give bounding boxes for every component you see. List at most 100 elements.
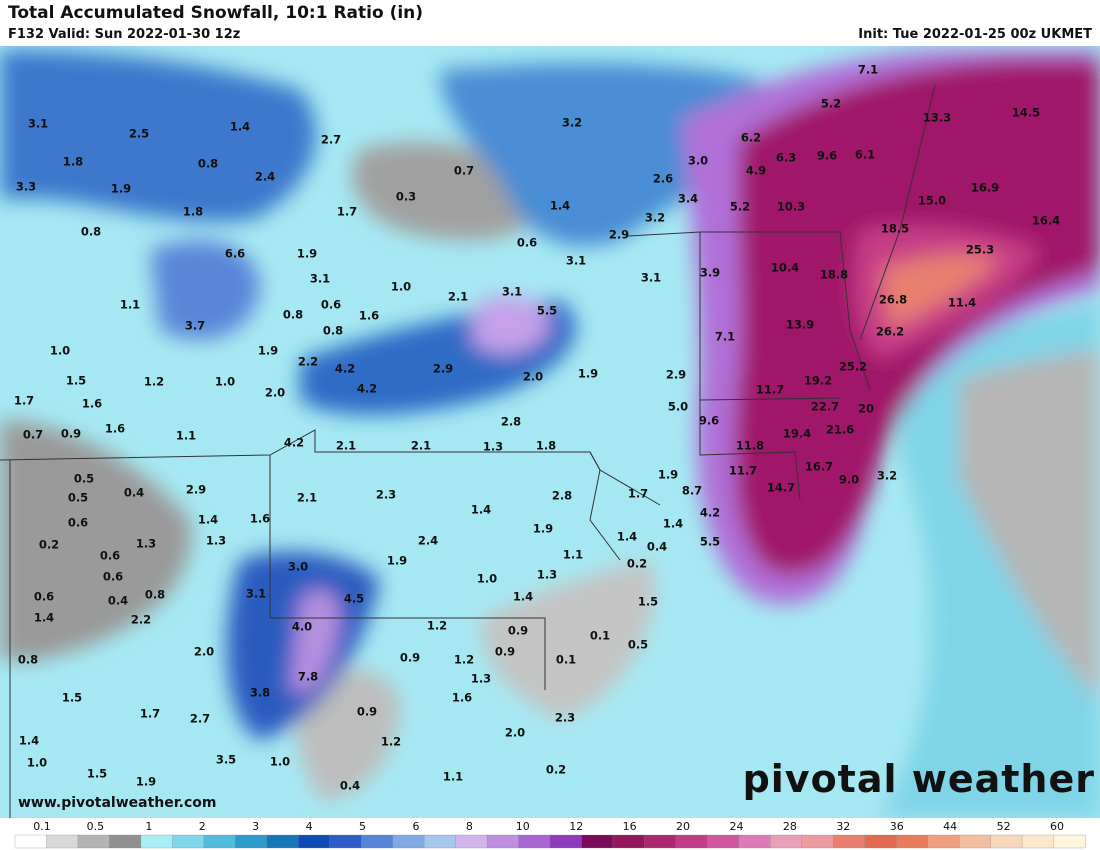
snow-label: 2.4 bbox=[255, 170, 275, 184]
snow-label: 1.3 bbox=[537, 568, 557, 582]
snow-label: 2.9 bbox=[186, 483, 206, 497]
snow-label: 1.3 bbox=[206, 534, 226, 548]
legend-label: 1 bbox=[145, 820, 152, 833]
snow-label: 2.2 bbox=[298, 355, 318, 369]
snow-label: 26.8 bbox=[879, 293, 907, 307]
snow-label: 0.6 bbox=[100, 549, 120, 563]
snow-label: 0.7 bbox=[454, 164, 474, 178]
snow-label: 3.1 bbox=[28, 117, 48, 131]
snow-label: 1.9 bbox=[136, 775, 156, 789]
snow-label: 10.3 bbox=[777, 200, 805, 214]
snow-label: 1.1 bbox=[120, 298, 140, 312]
snow-label: 19.2 bbox=[804, 374, 832, 388]
snow-label: 3.2 bbox=[562, 116, 582, 130]
snow-label: 0.4 bbox=[647, 540, 667, 554]
snow-label: 0.2 bbox=[627, 557, 647, 571]
snow-label: 3.0 bbox=[688, 154, 708, 168]
legend-swatch bbox=[1021, 834, 1055, 849]
snow-label: 4.2 bbox=[335, 362, 355, 376]
snow-label: 1.8 bbox=[536, 439, 556, 453]
snow-label: 0.8 bbox=[323, 324, 343, 338]
snow-label: 2.1 bbox=[297, 491, 317, 505]
snow-label: 6.1 bbox=[855, 148, 875, 162]
legend-swatch bbox=[109, 834, 142, 849]
snow-label: 8.7 bbox=[682, 484, 702, 498]
snow-label: 14.5 bbox=[1012, 106, 1040, 120]
snow-label: 5.5 bbox=[537, 304, 557, 318]
snow-label: 14.7 bbox=[767, 481, 795, 495]
snow-label: 16.9 bbox=[971, 181, 999, 195]
snow-label: 0.8 bbox=[283, 308, 303, 322]
legend-swatch bbox=[455, 834, 488, 849]
snow-label: 20 bbox=[858, 402, 874, 416]
init-time: Init: Tue 2022-01-25 00z UKMET bbox=[858, 27, 1092, 42]
legend-label: 4 bbox=[306, 820, 313, 833]
snow-label: 0.5 bbox=[68, 491, 88, 505]
snow-label: 3.1 bbox=[641, 271, 661, 285]
snow-label: 1.9 bbox=[258, 344, 278, 358]
snow-label: 1.3 bbox=[483, 440, 503, 454]
snow-label: 1.0 bbox=[215, 375, 235, 389]
legend-label: 2 bbox=[199, 820, 206, 833]
snow-label: 2.8 bbox=[501, 415, 521, 429]
snow-label: 0.9 bbox=[400, 651, 420, 665]
legend-label: 12 bbox=[569, 820, 583, 833]
legend-swatch bbox=[549, 834, 583, 849]
snow-label: 3.1 bbox=[246, 587, 266, 601]
color-legend: 0.1 0.5 1 2 3 4 5 6 8 10 12 16 20 24 28 32 36 44 52 60 bbox=[0, 818, 1100, 850]
brand-watermark: pivotal weather bbox=[743, 757, 1095, 801]
legend-label: 3 bbox=[252, 820, 259, 833]
legend-label: 6 bbox=[412, 820, 419, 833]
snow-field bbox=[0, 46, 1100, 818]
legend-swatch bbox=[738, 834, 771, 849]
snow-label: 1.3 bbox=[136, 537, 156, 551]
snow-label: 21.6 bbox=[826, 423, 854, 437]
snow-label: 1.4 bbox=[617, 530, 637, 544]
snow-label: 15.0 bbox=[918, 194, 946, 208]
legend-swatch bbox=[329, 834, 362, 849]
legend-swatch bbox=[235, 834, 268, 849]
snow-label: 0.1 bbox=[556, 653, 576, 667]
snow-label: 3.5 bbox=[216, 753, 236, 767]
snow-label: 0.2 bbox=[39, 538, 59, 552]
snow-label: 2.7 bbox=[190, 712, 210, 726]
snow-label: 2.0 bbox=[505, 726, 525, 740]
snow-label: 0.6 bbox=[103, 570, 123, 584]
snow-label: 0.8 bbox=[198, 157, 218, 171]
snow-label: 0.4 bbox=[108, 594, 128, 608]
legend-label: 28 bbox=[783, 820, 797, 833]
legend-label: 8 bbox=[466, 820, 473, 833]
legend-swatch bbox=[1053, 834, 1086, 849]
snow-label: 2.1 bbox=[448, 290, 468, 304]
snow-label: 1.0 bbox=[27, 756, 47, 770]
legend-swatch bbox=[140, 834, 174, 849]
snow-label: 2.7 bbox=[321, 133, 341, 147]
snow-label: 6.2 bbox=[741, 131, 761, 145]
snow-label: 2.2 bbox=[131, 613, 151, 627]
snow-label: 4.2 bbox=[357, 382, 377, 396]
snow-label: 3.2 bbox=[877, 469, 897, 483]
snow-label: 0.5 bbox=[74, 472, 94, 486]
legend-label: 0.1 bbox=[33, 820, 51, 833]
snow-label: 3.1 bbox=[502, 285, 522, 299]
snow-label: 1.4 bbox=[198, 513, 218, 527]
snow-label: 2.9 bbox=[666, 368, 686, 382]
legend-swatch bbox=[707, 834, 740, 849]
legend-swatch bbox=[770, 834, 803, 849]
snow-label: 16.4 bbox=[1032, 214, 1060, 228]
snow-label: 18.5 bbox=[881, 222, 909, 236]
snow-label: 0.6 bbox=[68, 516, 88, 530]
snow-label: 1.7 bbox=[628, 487, 648, 501]
legend-label: 16 bbox=[623, 820, 637, 833]
snow-label: 4.0 bbox=[292, 620, 312, 634]
snow-label: 2.1 bbox=[411, 439, 431, 453]
snow-label: 1.7 bbox=[14, 394, 34, 408]
snow-label: 0.2 bbox=[546, 763, 566, 777]
snow-label: 2.9 bbox=[609, 228, 629, 242]
snow-label: 1.2 bbox=[427, 619, 447, 633]
snow-label: 1.2 bbox=[454, 653, 474, 667]
legend-swatch bbox=[927, 834, 960, 849]
snow-label: 26.2 bbox=[876, 325, 904, 339]
legend-swatch bbox=[266, 834, 299, 849]
